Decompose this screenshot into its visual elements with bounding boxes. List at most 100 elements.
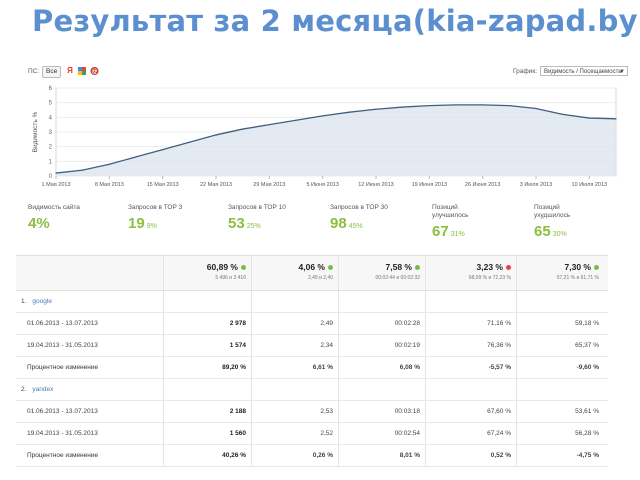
period-row: 01.06.2013 - 13.07.2013 2 978 2,49 00:02:28…	[16, 313, 608, 335]
data-point	[215, 134, 217, 136]
period-row: 01.06.2013 - 13.07.2013 2 188 2,53 00:03:18…	[16, 401, 608, 423]
x-tick-label: 5 Июня 2013	[306, 182, 338, 188]
metric-cell: 2 978	[163, 313, 251, 334]
data-point	[242, 128, 244, 130]
graph-select-value: Видимость / Посещаемость	[544, 69, 622, 75]
metric-cell: 59,18 %	[516, 313, 604, 334]
mail-icon[interactable]: @	[90, 66, 99, 76]
graph-type-select[interactable]: Видимость / Посещаемость ▼	[540, 66, 628, 76]
data-point	[108, 163, 110, 165]
metric-cell: 1 574	[163, 335, 251, 356]
row-label-cell: 01.06.2013 - 13.07.2013	[16, 313, 163, 334]
metric-cell: -4,75 %	[516, 445, 604, 466]
x-tick-label: 12 Июня 2013	[358, 182, 394, 188]
row-label-cell: 19.04.2013 - 31.05.2013	[16, 335, 163, 356]
data-point	[535, 107, 537, 110]
metric-cell: 6,61 %	[251, 357, 338, 378]
empty-cell	[251, 291, 338, 312]
metric-value: 71,16 %	[487, 320, 511, 327]
metric-value: 0,52 %	[490, 452, 511, 459]
engine-link[interactable]: google	[32, 298, 52, 305]
metric-cell: -5,57 %	[425, 357, 516, 378]
engine-link[interactable]: yandex	[32, 386, 54, 393]
y-tick-label: 1	[49, 159, 53, 165]
data-point	[375, 108, 377, 110]
metric-cell: 67,24 %	[425, 423, 516, 444]
data-point	[428, 105, 430, 107]
stat-percent: 31%	[450, 231, 465, 238]
metric-cell: 00:02:54	[338, 423, 425, 444]
svg-text:@: @	[92, 68, 98, 75]
search-engine-label: ПС:	[28, 68, 40, 75]
stat-label: Запросов в ТОР 3	[128, 204, 183, 211]
metric-value: 67,60 %	[487, 408, 511, 415]
x-tick-label: 3 Июля 2013	[520, 182, 553, 188]
empty-cell	[251, 379, 338, 400]
metric-value: 76,36 %	[487, 342, 511, 349]
row-label: 01.06.2013 - 13.07.2013	[27, 320, 98, 327]
stat-percent: 25%	[246, 223, 261, 230]
data-point	[402, 106, 404, 108]
trend-down-icon	[506, 265, 511, 271]
x-tick-label: 10 Июля 2013	[572, 182, 608, 188]
metric-value: 40,26 %	[222, 452, 246, 459]
metric-value: 56,28 %	[575, 430, 599, 437]
engine-name-cell: 1. google	[16, 291, 163, 312]
stat-label: Позиций улучшилось	[432, 204, 469, 219]
stat-value: 98 45%	[330, 215, 430, 232]
metric-value: 53,61 %	[575, 408, 599, 415]
engine-number: 1.	[21, 298, 27, 305]
empty-cell	[163, 291, 251, 312]
metric-value: 6,08 %	[399, 364, 420, 371]
metric-value: 2,49	[320, 320, 333, 327]
metric-cell: -9,60 %	[516, 357, 604, 378]
engine-row: 1. google	[16, 291, 608, 313]
stat-label: Видимость сайта	[28, 204, 80, 211]
header-metric-cell: 3,23 % 68,09 % и 72,23 %	[425, 256, 516, 290]
trend-up-icon	[241, 265, 246, 271]
metric-cell: 00:03:18	[338, 401, 425, 422]
metric-value: 2 188	[229, 408, 246, 415]
header-metric-compare: 57,21 % и 61,71 %	[556, 275, 599, 281]
row-label: 19.04.2013 - 31.05.2013	[27, 342, 98, 349]
yandex-icon[interactable]: Я	[67, 66, 73, 75]
all-engines-button[interactable]: Все	[42, 66, 62, 78]
data-point	[615, 118, 617, 120]
stat-value: 65 30%	[534, 223, 634, 240]
data-point	[455, 104, 457, 106]
metric-cell: 67,60 %	[425, 401, 516, 422]
row-label: Процентное изменение	[27, 364, 99, 371]
row-label: 19.04.2013 - 31.05.2013	[27, 430, 98, 437]
stat-percent: 45%	[348, 223, 363, 230]
metric-value: 00:02:28	[394, 320, 420, 327]
metric-cell: 40,26 %	[163, 445, 251, 466]
x-tick-label: 1 Мая 2013	[41, 182, 70, 188]
stat-item: Запросов в ТОР 3 19 9%	[128, 204, 228, 232]
metric-cell: 2,52	[251, 423, 338, 444]
stat-value: 53 25%	[228, 215, 328, 232]
y-tick-label: 6	[49, 86, 53, 92]
header-metric-compare: 5 496 и 3 416	[215, 275, 246, 281]
slide-title: Результат за 2 месяца(kia-zapad.by):	[32, 4, 640, 38]
metric-cell: 76,36 %	[425, 335, 516, 356]
stat-label: Позиций ухудшилось	[534, 204, 571, 219]
metric-cell: 89,20 %	[163, 357, 251, 378]
empty-cell	[425, 291, 516, 312]
y-tick-label: 0	[49, 174, 53, 180]
metric-value: 8,01 %	[399, 452, 420, 459]
trend-up-icon	[415, 265, 420, 271]
google-icon[interactable]	[78, 66, 86, 76]
percent-change-row: Процентное изменение 40,26 % 0,26 % 8,01 % 0…	[16, 445, 608, 467]
header-metric-compare: 68,09 % и 72,23 %	[468, 275, 511, 281]
metric-cell: 2,49	[251, 313, 338, 334]
empty-cell	[338, 291, 425, 312]
metric-cell: 65,37 %	[516, 335, 604, 356]
metric-cell: 0,26 %	[251, 445, 338, 466]
stat-value: 67 31%	[432, 223, 532, 240]
header-metric-compare: 00:02:44 и 00:02:32	[375, 275, 421, 281]
metric-value: 00:03:18	[394, 408, 420, 415]
metric-value: 59,18 %	[575, 320, 599, 327]
row-label-cell: 19.04.2013 - 31.05.2013	[16, 423, 163, 444]
engine-number: 2.	[21, 386, 27, 393]
metric-cell: 8,01 %	[338, 445, 425, 466]
